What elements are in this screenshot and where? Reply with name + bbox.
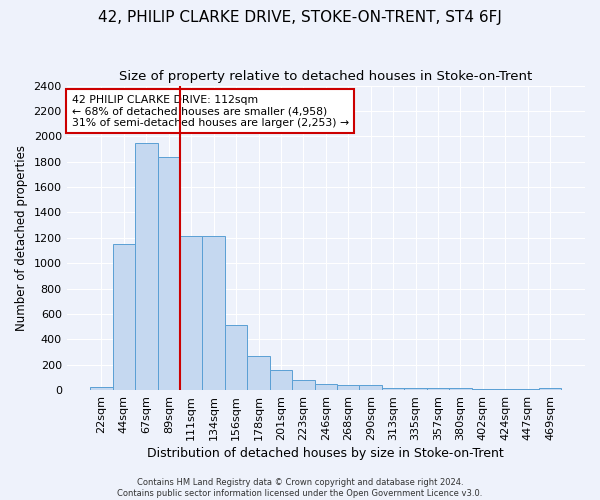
Bar — [225, 326, 247, 390]
Bar — [270, 370, 292, 390]
X-axis label: Distribution of detached houses by size in Stoke-on-Trent: Distribution of detached houses by size … — [148, 447, 504, 460]
Text: Contains HM Land Registry data © Crown copyright and database right 2024.
Contai: Contains HM Land Registry data © Crown c… — [118, 478, 482, 498]
Bar — [292, 380, 314, 390]
Bar — [113, 244, 135, 390]
Bar — [539, 388, 562, 390]
Bar — [359, 384, 382, 390]
Title: Size of property relative to detached houses in Stoke-on-Trent: Size of property relative to detached ho… — [119, 70, 532, 83]
Bar — [202, 236, 225, 390]
Bar — [135, 142, 158, 390]
Bar — [449, 388, 472, 390]
Bar — [90, 386, 113, 390]
Bar — [158, 156, 180, 390]
Bar — [337, 384, 359, 390]
Bar — [382, 388, 404, 390]
Bar — [180, 236, 202, 390]
Bar — [404, 388, 427, 390]
Bar — [427, 388, 449, 390]
Text: 42 PHILIP CLARKE DRIVE: 112sqm
← 68% of detached houses are smaller (4,958)
31% : 42 PHILIP CLARKE DRIVE: 112sqm ← 68% of … — [72, 94, 349, 128]
Bar — [247, 356, 270, 390]
Y-axis label: Number of detached properties: Number of detached properties — [15, 145, 28, 331]
Text: 42, PHILIP CLARKE DRIVE, STOKE-ON-TRENT, ST4 6FJ: 42, PHILIP CLARKE DRIVE, STOKE-ON-TRENT,… — [98, 10, 502, 25]
Bar — [314, 384, 337, 390]
